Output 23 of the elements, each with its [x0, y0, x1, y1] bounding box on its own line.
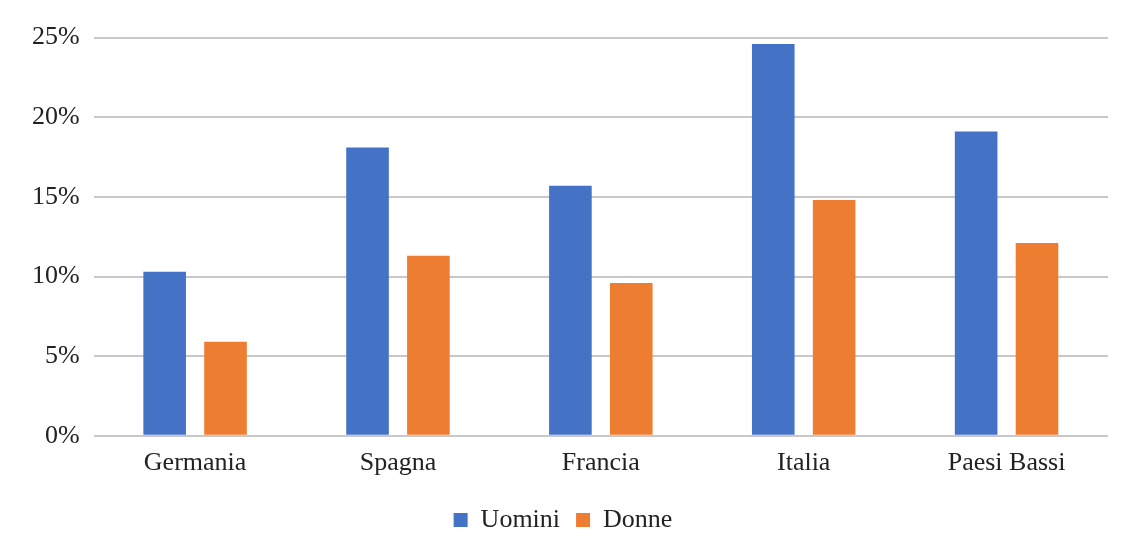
x-tick-label: Francia [561, 447, 641, 477]
bar [143, 271, 186, 435]
x-tick-label: Italia [776, 447, 831, 477]
bar [204, 341, 247, 435]
legend-label: Uomini [480, 503, 561, 533]
bar [1015, 243, 1059, 435]
x-tick-label: Paesi Bassi [947, 447, 1066, 477]
bar [346, 147, 389, 435]
x-tick-label: Spagna [359, 447, 437, 477]
bar [954, 131, 998, 435]
bar [751, 43, 795, 435]
y-tick-label: 5% [44, 339, 80, 369]
y-tick-label: 15% [31, 180, 80, 210]
bar [812, 200, 856, 435]
legend-label: Donne [603, 503, 673, 533]
x-tick-label: Germania [143, 447, 247, 477]
bar [609, 282, 653, 435]
bar [407, 255, 450, 435]
y-tick-label: 0% [44, 419, 80, 449]
y-tick-label: 25% [31, 21, 80, 51]
y-tick-label: 10% [31, 260, 80, 290]
bar [549, 185, 592, 435]
y-tick-label: 20% [31, 101, 80, 131]
